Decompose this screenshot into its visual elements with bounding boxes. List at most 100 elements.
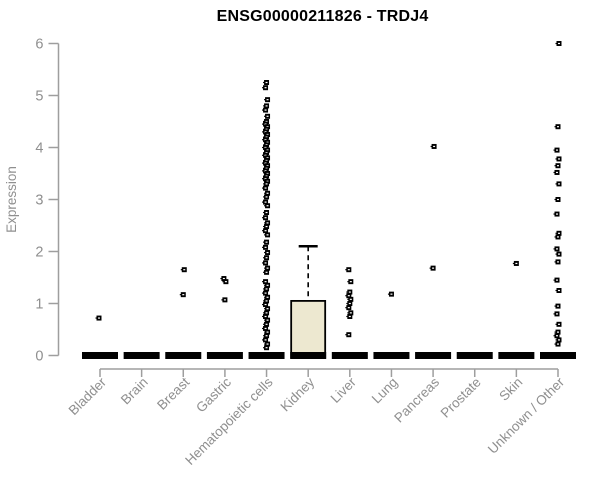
outlier-point-center: [349, 298, 352, 300]
outlier-point-center: [182, 294, 185, 296]
x-tick-label: Prostate: [438, 375, 484, 421]
outlier-point-center: [265, 196, 268, 198]
x-tick-label: Liver: [328, 374, 360, 406]
outlier-point-center: [266, 141, 269, 143]
y-tick-label: 3: [35, 193, 43, 209]
outlier-point-center: [266, 149, 269, 151]
outlier-point-center: [556, 171, 558, 174]
outlier-point-center: [264, 246, 267, 248]
outlier-point-center: [265, 120, 268, 123]
x-tick-label: Brain: [118, 375, 151, 408]
x-tick-label: Lung: [369, 375, 401, 407]
outlier-point-center: [347, 307, 350, 309]
outlier-point-center: [557, 198, 559, 201]
outlier-point-center: [223, 299, 226, 301]
outlier-point-center: [266, 234, 269, 236]
outlier-point-center: [266, 222, 269, 224]
outlier-point-center: [558, 158, 560, 160]
zero-median-bar: [373, 352, 410, 359]
outlier-point-center: [515, 262, 518, 265]
zero-median-bar: [456, 352, 493, 359]
outlier-point-center: [265, 257, 268, 259]
outlier-point-center: [557, 305, 559, 307]
outlier-point-center: [556, 313, 558, 315]
outlier-point-center: [183, 269, 186, 271]
outlier-point-center: [558, 323, 560, 325]
outlier-point-center: [557, 126, 559, 128]
outlier-point-center: [264, 262, 267, 264]
outlier-point-center: [265, 144, 268, 146]
outlier-point-center: [347, 334, 350, 336]
outlier-point-center: [266, 284, 269, 286]
outlier-point-center: [348, 315, 351, 318]
outlier-point-center: [556, 248, 558, 250]
outlier-point-center: [433, 145, 436, 148]
outlier-point-center: [558, 253, 560, 255]
outlier-point-center: [266, 343, 269, 345]
zero-median-bar: [415, 352, 452, 359]
outlier-point-center: [264, 123, 267, 125]
outlier-point-center: [98, 317, 100, 319]
outlier-point-center: [347, 295, 350, 297]
outlier-point-center: [264, 146, 267, 149]
outlier-point-center: [264, 162, 267, 164]
x-tick-label: Kidney: [278, 374, 318, 414]
outlier-point-center: [265, 136, 268, 138]
outlier-point-center: [265, 300, 268, 302]
outlier-point-center: [266, 99, 269, 101]
outlier-point-center: [348, 302, 351, 305]
chart-title: ENSG00000211826 - TRDJ4: [216, 8, 429, 25]
outlier-point-center: [265, 81, 268, 84]
outlier-point-center: [264, 327, 267, 330]
outlier-point-center: [265, 347, 268, 349]
y-tick-label: 2: [35, 245, 43, 261]
outlier-point-center: [265, 167, 268, 169]
outlier-point-center: [264, 170, 267, 172]
outlier-point-center: [266, 251, 269, 254]
outlier-point-center: [266, 331, 269, 333]
outlier-point-center: [556, 149, 558, 151]
outlier-point-center: [557, 331, 559, 333]
outlier-point-center: [265, 175, 268, 177]
outlier-point-center: [265, 128, 268, 130]
outlier-point-center: [266, 205, 269, 207]
outlier-point-center: [266, 296, 269, 298]
outlier-point-center: [556, 213, 558, 215]
outlier-point-center: [264, 109, 267, 111]
outlier-point-center: [557, 236, 559, 238]
outlier-point-center: [264, 303, 267, 306]
outlier-point-center: [264, 201, 267, 203]
outlier-point-center: [266, 308, 269, 310]
zero-median-bar: [498, 352, 535, 359]
outlier-point-center: [264, 230, 267, 232]
outlier-point-center: [264, 339, 267, 341]
outlier-point-center: [557, 343, 559, 345]
outlier-point-center: [266, 126, 269, 128]
y-tick-label: 4: [35, 141, 43, 157]
outlier-point-center: [390, 293, 393, 295]
outlier-point-center: [265, 225, 268, 228]
outlier-point-center: [264, 154, 267, 156]
outlier-point-center: [347, 269, 350, 271]
outlier-point-center: [266, 157, 269, 159]
x-tick-label: Bladder: [66, 374, 110, 418]
outlier-point-center: [264, 281, 267, 283]
outlier-point-center: [349, 312, 352, 314]
outlier-point-center: [556, 335, 558, 337]
outlier-point-center: [266, 172, 269, 175]
zero-median-bar: [206, 352, 243, 359]
outlier-point-center: [558, 42, 560, 45]
outlier-point-center: [265, 335, 268, 337]
y-tick-label: 5: [35, 89, 43, 105]
outlier-point-center: [224, 281, 227, 283]
outlier-point-center: [266, 115, 269, 117]
outlier-point-center: [264, 292, 267, 294]
outlier-point-center: [349, 281, 352, 283]
y-tick-label: 6: [35, 37, 43, 53]
outlier-point-center: [266, 192, 269, 194]
outlier-point-center: [558, 339, 560, 341]
outlier-point-center: [264, 87, 267, 89]
outlier-point-center: [265, 105, 268, 107]
outlier-point-center: [264, 217, 267, 219]
outlier-point-center: [264, 315, 267, 318]
